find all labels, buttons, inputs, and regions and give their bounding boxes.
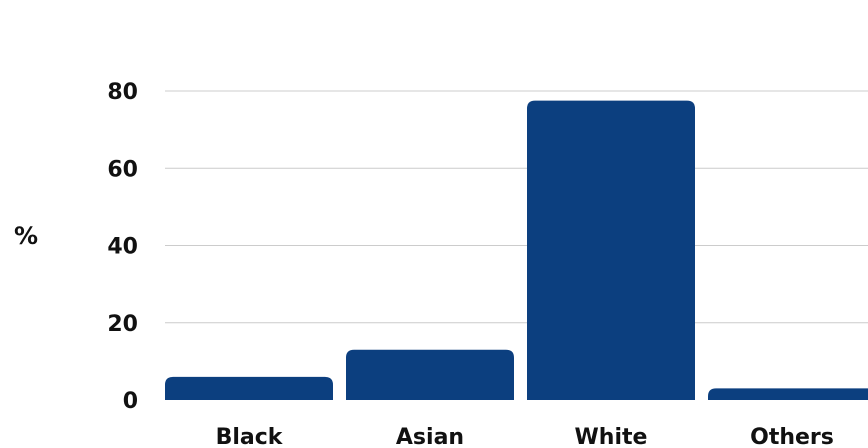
y-axis-ticks: 0 20 40 60 80: [107, 80, 138, 414]
y-axis-title: %: [14, 222, 38, 250]
y-tick-label: 20: [107, 312, 138, 337]
bar-white: [527, 100, 695, 400]
y-tick-label: 0: [123, 389, 138, 414]
bar-others: [708, 388, 868, 400]
x-tick-label: White: [575, 425, 648, 448]
x-tick-label: Black: [216, 425, 284, 448]
bar-black: [165, 376, 333, 400]
bars: [165, 100, 868, 400]
x-tick-label: Asian: [396, 425, 464, 448]
y-tick-label: 80: [107, 80, 138, 105]
bar-asian: [346, 349, 514, 400]
x-tick-label: Others: [750, 425, 834, 448]
y-tick-label: 60: [107, 157, 138, 182]
x-axis-labels: Black Asian White Others: [216, 425, 834, 448]
gridlines: [165, 90, 868, 324]
y-tick-label: 40: [107, 235, 138, 260]
